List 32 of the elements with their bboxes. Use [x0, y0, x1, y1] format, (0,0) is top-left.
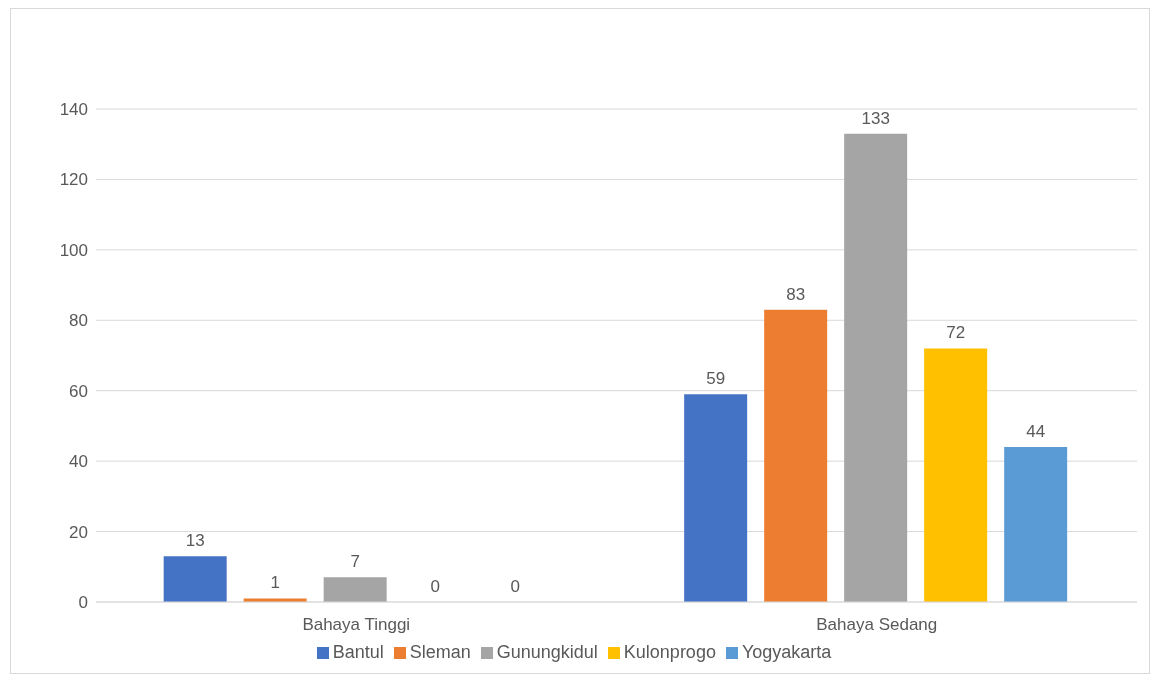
data-label: 0 — [430, 576, 440, 596]
bar — [764, 309, 828, 602]
y-tick-label: 120 — [59, 170, 88, 190]
bar — [163, 556, 227, 602]
legend-label: Kulonprogo — [623, 642, 716, 662]
y-tick-label: 80 — [69, 311, 88, 331]
y-tick-label: 40 — [69, 452, 88, 472]
legend-label: Gunungkidul — [496, 642, 598, 662]
x-tick-label: Bahaya Tinggi — [302, 615, 411, 635]
y-tick-label: 140 — [59, 100, 88, 120]
y-tick-label: 60 — [69, 381, 88, 401]
y-tick-label: 20 — [69, 522, 88, 542]
bar — [844, 133, 908, 602]
data-label: 0 — [510, 576, 520, 596]
data-label: 13 — [185, 531, 205, 551]
bar — [323, 577, 387, 602]
legend-label: Sleman — [409, 642, 471, 662]
y-tick-label: 100 — [59, 240, 88, 260]
data-label: 72 — [946, 323, 966, 343]
legend-label: Bantul — [332, 642, 384, 662]
bar — [1004, 447, 1068, 602]
x-tick-label: Bahaya Sedang — [816, 615, 938, 635]
data-label: 1 — [270, 573, 280, 593]
legend-label: Yogyakarta — [741, 642, 832, 662]
data-label: 83 — [786, 284, 806, 304]
data-label: 7 — [350, 552, 360, 572]
data-label: 44 — [1026, 422, 1046, 442]
bar — [924, 348, 988, 602]
data-label: 59 — [706, 369, 726, 389]
data-label: 133 — [861, 108, 890, 128]
y-tick-label: 0 — [78, 593, 88, 613]
bar — [684, 394, 748, 602]
